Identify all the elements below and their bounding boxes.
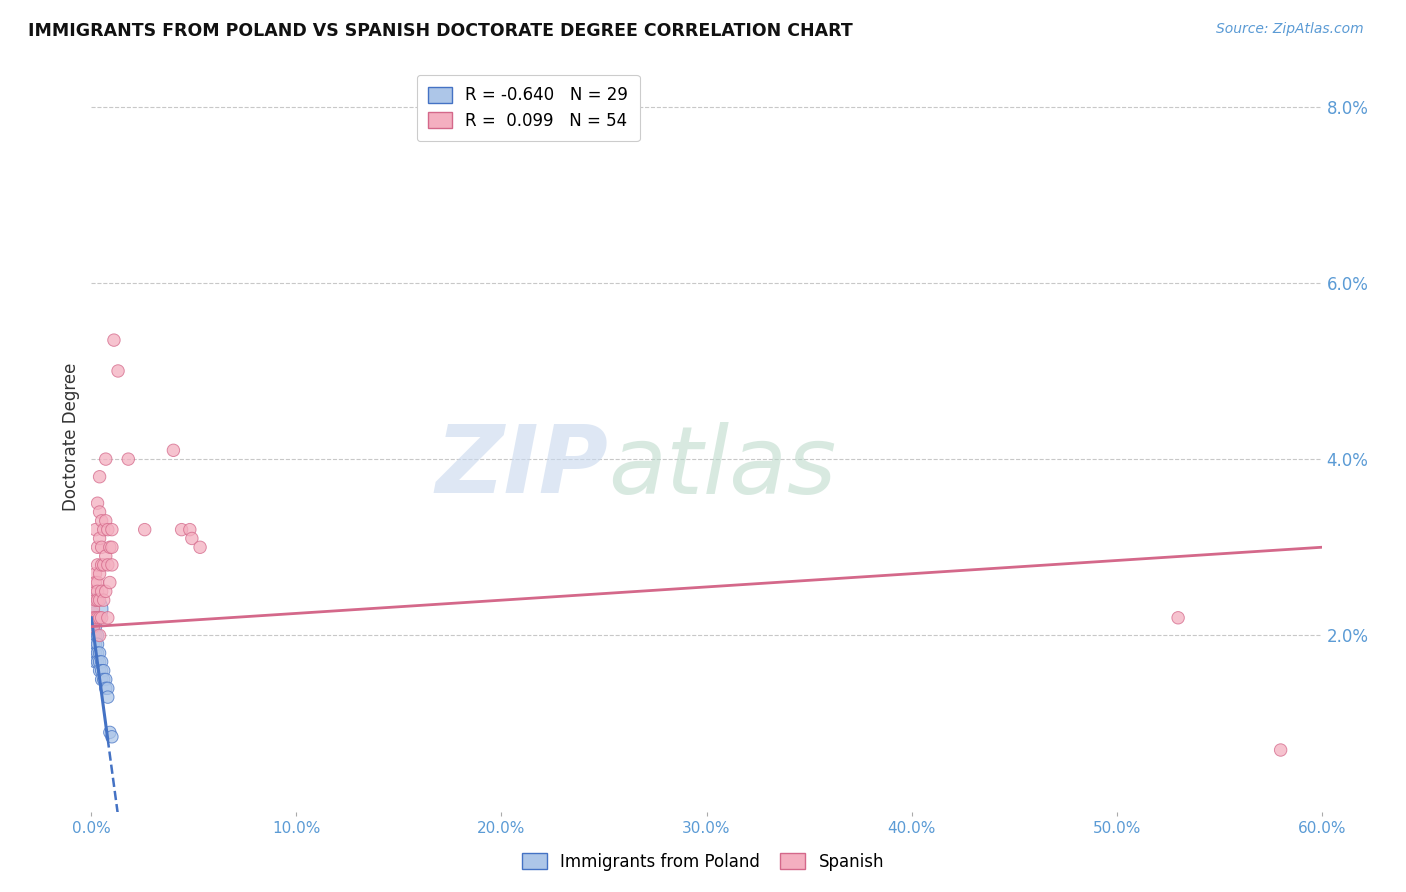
Point: [84, 628, 107, 642]
Point: [89, 566, 111, 581]
Point: [86, 584, 108, 599]
Point: [82, 646, 104, 660]
Point: [1270, 743, 1292, 757]
Point: [94, 584, 117, 599]
Point: [82, 628, 104, 642]
Y-axis label: Doctorate Degree: Doctorate Degree: [62, 363, 80, 511]
Point: [82, 607, 104, 621]
Point: [86, 541, 108, 555]
Point: [89, 532, 111, 546]
Point: [82, 584, 104, 599]
Point: [97, 558, 120, 572]
Point: [90, 655, 112, 669]
Point: [84, 575, 107, 590]
Point: [90, 541, 112, 555]
Legend: R = -0.640   N = 29, R =  0.099   N = 54: R = -0.640 N = 29, R = 0.099 N = 54: [416, 75, 640, 141]
Point: [90, 584, 112, 599]
Point: [82, 602, 104, 616]
Point: [162, 443, 184, 458]
Point: [93, 593, 115, 607]
Point: [82, 619, 104, 633]
Point: [188, 541, 211, 555]
Point: [84, 566, 107, 581]
Point: [94, 681, 117, 696]
Point: [101, 541, 124, 555]
Point: [103, 333, 125, 347]
Point: [90, 611, 112, 625]
Point: [89, 664, 111, 678]
Point: [89, 469, 111, 483]
Point: [94, 549, 117, 563]
Point: [86, 611, 108, 625]
Point: [84, 523, 107, 537]
Point: [82, 619, 104, 633]
Point: [84, 611, 107, 625]
Point: [101, 558, 124, 572]
Point: [86, 575, 108, 590]
Point: [98, 541, 121, 555]
Point: [89, 628, 111, 642]
Point: [89, 655, 111, 669]
Point: [84, 655, 107, 669]
Point: [101, 730, 124, 744]
Point: [89, 505, 111, 519]
Point: [84, 593, 107, 607]
Point: [101, 523, 124, 537]
Point: [86, 637, 108, 651]
Point: [93, 673, 115, 687]
Point: [94, 452, 117, 467]
Point: [98, 575, 121, 590]
Point: [97, 690, 120, 705]
Point: [94, 673, 117, 687]
Point: [93, 664, 115, 678]
Point: [93, 558, 115, 572]
Point: [93, 523, 115, 537]
Point: [90, 673, 112, 687]
Point: [86, 558, 108, 572]
Point: [90, 664, 112, 678]
Point: [82, 602, 104, 616]
Text: ZIP: ZIP: [436, 421, 607, 513]
Point: [134, 523, 156, 537]
Point: [89, 646, 111, 660]
Point: [90, 558, 112, 572]
Point: [94, 514, 117, 528]
Text: atlas: atlas: [607, 422, 837, 513]
Point: [98, 725, 121, 739]
Point: [90, 514, 112, 528]
Point: [179, 523, 201, 537]
Point: [86, 593, 108, 607]
Point: [117, 452, 139, 467]
Point: [97, 681, 120, 696]
Point: [107, 364, 129, 378]
Point: [84, 619, 107, 633]
Point: [180, 532, 202, 546]
Point: [170, 523, 193, 537]
Point: [86, 496, 108, 510]
Point: [82, 611, 104, 625]
Point: [84, 637, 107, 651]
Text: Source: ZipAtlas.com: Source: ZipAtlas.com: [1216, 22, 1364, 37]
Legend: Immigrants from Poland, Spanish: Immigrants from Poland, Spanish: [513, 845, 893, 880]
Point: [86, 646, 108, 660]
Point: [82, 637, 104, 651]
Point: [97, 611, 120, 625]
Text: IMMIGRANTS FROM POLAND VS SPANISH DOCTORATE DEGREE CORRELATION CHART: IMMIGRANTS FROM POLAND VS SPANISH DOCTOR…: [28, 22, 853, 40]
Point: [89, 611, 111, 625]
Point: [84, 646, 107, 660]
Point: [1167, 611, 1189, 625]
Point: [97, 523, 120, 537]
Point: [89, 593, 111, 607]
Point: [86, 628, 108, 642]
Point: [86, 655, 108, 669]
